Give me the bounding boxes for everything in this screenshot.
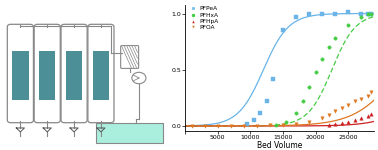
Point bbox=[332, 37, 338, 39]
Point bbox=[306, 12, 312, 15]
Point bbox=[270, 78, 276, 80]
Point bbox=[280, 29, 286, 32]
Bar bbox=[96, 123, 163, 143]
Point bbox=[267, 124, 273, 127]
Point bbox=[332, 123, 338, 125]
Bar bbox=[39, 51, 56, 100]
Point bbox=[293, 123, 299, 125]
Point bbox=[319, 12, 325, 15]
Point bbox=[345, 120, 351, 123]
Point bbox=[365, 12, 371, 15]
Point bbox=[257, 111, 263, 114]
Point bbox=[280, 124, 286, 126]
Point bbox=[368, 12, 374, 15]
Point bbox=[189, 125, 195, 127]
Point bbox=[325, 46, 332, 48]
Point bbox=[313, 71, 319, 73]
Point bbox=[319, 57, 325, 60]
Point bbox=[358, 16, 364, 18]
Bar bbox=[66, 51, 82, 100]
Point bbox=[345, 11, 351, 14]
Point bbox=[273, 124, 279, 126]
Point bbox=[339, 107, 345, 109]
Point bbox=[332, 110, 338, 112]
Point bbox=[202, 125, 208, 127]
Point bbox=[358, 12, 364, 15]
Point bbox=[339, 122, 345, 124]
Point bbox=[325, 124, 332, 126]
Point bbox=[368, 91, 374, 93]
Point bbox=[319, 117, 325, 119]
Point bbox=[365, 12, 371, 15]
Point bbox=[306, 120, 312, 123]
Point bbox=[251, 119, 257, 122]
X-axis label: Bed Volume: Bed Volume bbox=[257, 141, 302, 150]
Point bbox=[244, 123, 250, 125]
Bar bbox=[12, 51, 29, 100]
Point bbox=[215, 125, 221, 127]
Point bbox=[332, 12, 338, 15]
Point bbox=[365, 115, 371, 117]
Point bbox=[325, 114, 332, 116]
Point bbox=[299, 100, 305, 102]
Legend: PFPeA, PFHxA, PFHpA, PFOA: PFPeA, PFHxA, PFHpA, PFOA bbox=[187, 6, 218, 30]
FancyBboxPatch shape bbox=[88, 24, 114, 123]
Point bbox=[293, 111, 299, 114]
Point bbox=[345, 103, 351, 106]
Point bbox=[358, 98, 364, 100]
Point bbox=[228, 125, 234, 127]
Point bbox=[352, 100, 358, 102]
FancyBboxPatch shape bbox=[34, 24, 60, 123]
Point bbox=[352, 119, 358, 122]
Bar bbox=[93, 51, 109, 100]
Point bbox=[358, 117, 364, 119]
FancyBboxPatch shape bbox=[61, 24, 87, 123]
Point bbox=[254, 125, 260, 127]
FancyBboxPatch shape bbox=[121, 46, 139, 68]
Point bbox=[306, 85, 312, 88]
Point bbox=[283, 120, 289, 123]
Point bbox=[368, 12, 374, 15]
Point bbox=[293, 16, 299, 18]
Point bbox=[368, 112, 374, 115]
Point bbox=[345, 24, 351, 26]
FancyBboxPatch shape bbox=[7, 24, 33, 123]
Point bbox=[365, 94, 371, 97]
Point bbox=[264, 100, 270, 102]
Point bbox=[241, 125, 247, 127]
